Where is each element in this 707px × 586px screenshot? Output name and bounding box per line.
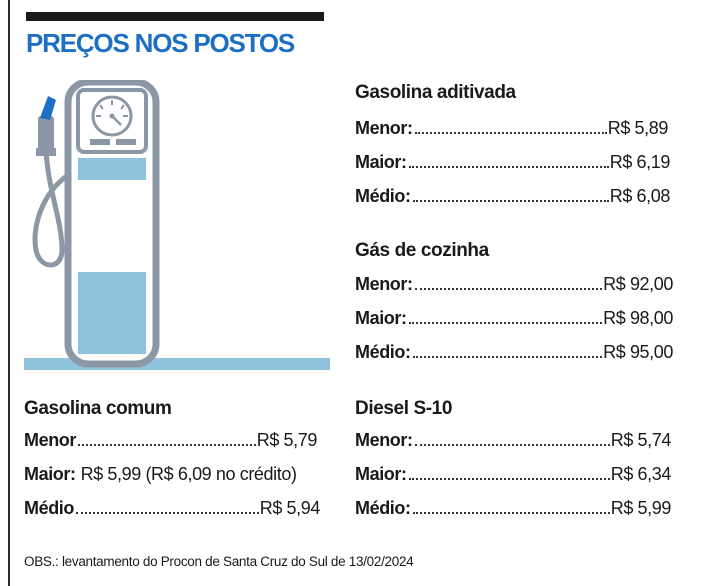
footer-note: OBS.: levantamento do Procon de Santa Cr… [24, 554, 414, 569]
leader-dots [414, 444, 610, 446]
price-label: Maior: [355, 464, 407, 484]
price-row-diesel-medio: Médio: R$ 5,99 [355, 498, 671, 519]
price-label: Médio: [355, 186, 411, 206]
price-value: R$ 5,99 [610, 498, 672, 518]
price-value: R$ 6,34 [610, 464, 672, 484]
price-value: R$ 98,00 [603, 308, 673, 328]
leader-dots [414, 288, 603, 290]
price-value: R$ 5,79 [256, 430, 318, 450]
price-row-aditivada-medio: Médio: R$ 6,08 [355, 186, 670, 207]
price-value: R$ 5,94 [259, 498, 321, 518]
section-title-gasolina-aditivada: Gasolina aditivada [355, 82, 516, 103]
price-row-diesel-menor: Menor: R$ 5,74 [355, 430, 671, 451]
leader-dots [76, 512, 259, 514]
price-label: Menor: [355, 118, 413, 138]
price-row-gas-menor: Menor: R$ 92,00 [355, 274, 673, 295]
price-value: R$ 5,74 [610, 430, 672, 450]
price-value: R$ 95,00 [603, 342, 673, 362]
price-label: Médio: [355, 342, 411, 362]
leader-dots [408, 166, 609, 168]
section-title-gas-de-cozinha: Gás de cozinha [355, 240, 489, 261]
price-label: Menor: [355, 274, 413, 294]
leader-dots [408, 322, 603, 324]
leader-dots [412, 512, 610, 514]
leader-dots [408, 478, 610, 480]
price-value: R$ 5,89 [607, 118, 669, 138]
price-row-comum-medio: Médio R$ 5,94 [24, 498, 320, 519]
section-title-gasolina-comum: Gasolina comum [24, 398, 172, 419]
price-label: Menor: [355, 430, 413, 450]
price-value: R$ 92,00 [603, 274, 673, 294]
price-value: R$ 6,19 [609, 152, 671, 172]
price-value: R$ 5,99 (R$ 6,09 no crédito) [80, 464, 297, 484]
price-row-aditivada-menor: Menor: R$ 5,89 [355, 118, 668, 139]
price-row-comum-maior: Maior: R$ 5,99 (R$ 6,09 no crédito) [24, 464, 297, 485]
price-row-comum-menor: Menor R$ 5,79 [24, 430, 317, 451]
header-bar [26, 12, 324, 21]
left-rule [8, 0, 10, 586]
leader-dots [414, 132, 607, 134]
price-label: Menor [24, 430, 77, 450]
leader-dots [412, 200, 609, 202]
leader-dots [412, 356, 603, 358]
price-label: Médio [24, 498, 74, 518]
leader-dots [78, 444, 256, 446]
section-title-diesel-s10: Diesel S-10 [355, 398, 452, 419]
price-row-diesel-maior: Maior: R$ 6,34 [355, 464, 671, 485]
price-row-gas-maior: Maior: R$ 98,00 [355, 308, 673, 329]
price-label: Maior: [355, 152, 407, 172]
price-value: R$ 6,08 [609, 186, 671, 206]
price-row-aditivada-maior: Maior: R$ 6,19 [355, 152, 670, 173]
price-row-gas-medio: Médio: R$ 95,00 [355, 342, 673, 363]
page-title: PREÇOS NOS POSTOS [26, 28, 295, 58]
price-label: Maior: [355, 308, 407, 328]
price-label: Maior: [24, 464, 76, 484]
price-label: Médio: [355, 498, 411, 518]
fuel-pump-icon [24, 80, 330, 370]
